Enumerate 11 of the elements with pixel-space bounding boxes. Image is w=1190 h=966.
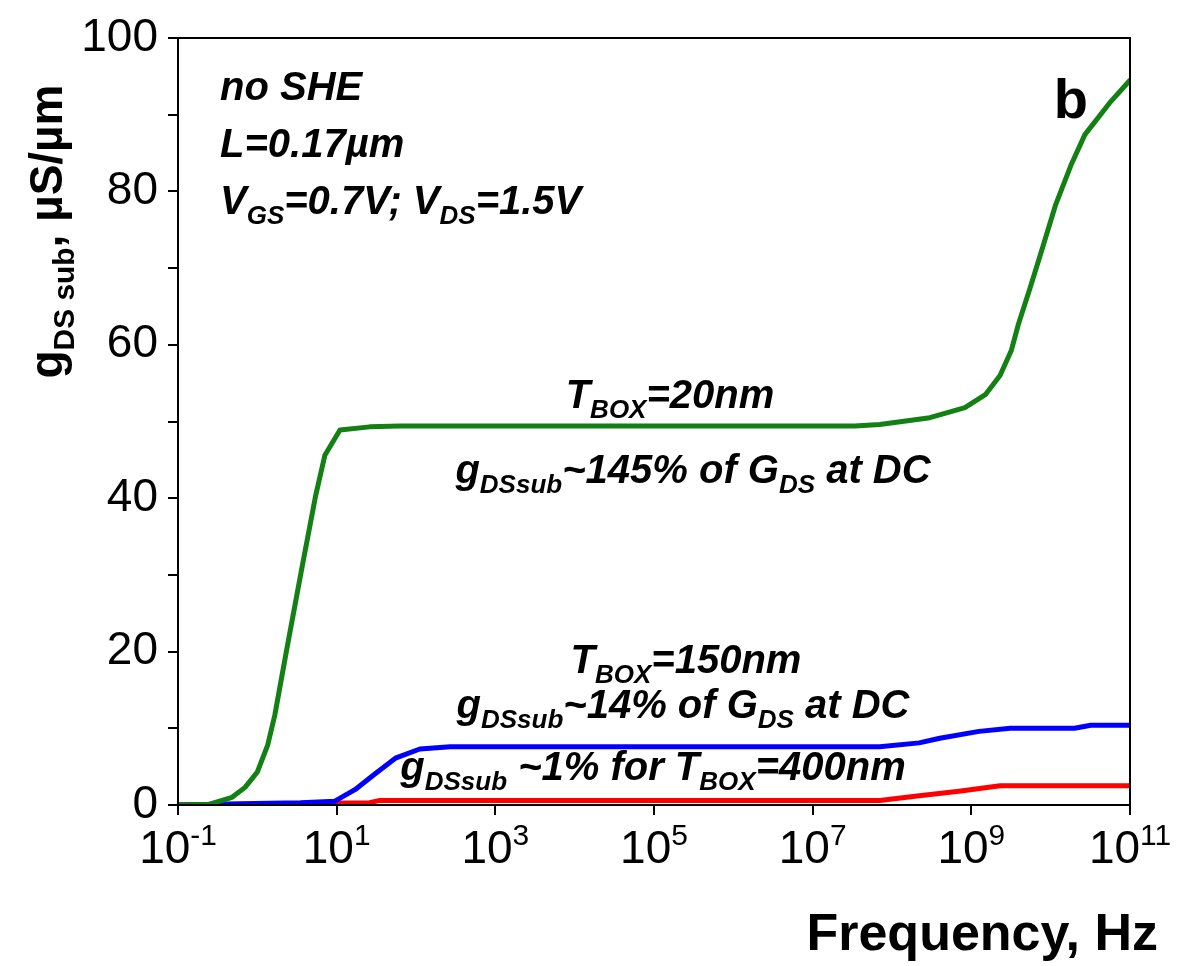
x-axis-title: Frequency, Hz xyxy=(806,903,1158,961)
y-tick-label: 20 xyxy=(106,622,158,675)
y-axis-title: gDS sub, µS/µm xyxy=(20,84,80,379)
y-tick-label: 100 xyxy=(81,8,158,61)
y-tick-label: 0 xyxy=(132,775,158,828)
annotation: no SHE xyxy=(220,64,364,108)
y-tick-label: 40 xyxy=(106,468,158,521)
annotation: L=0.17µm xyxy=(220,121,405,165)
y-tick-label: 80 xyxy=(106,162,158,215)
y-tick-label: 60 xyxy=(106,315,158,368)
annotation: b xyxy=(1053,67,1089,130)
